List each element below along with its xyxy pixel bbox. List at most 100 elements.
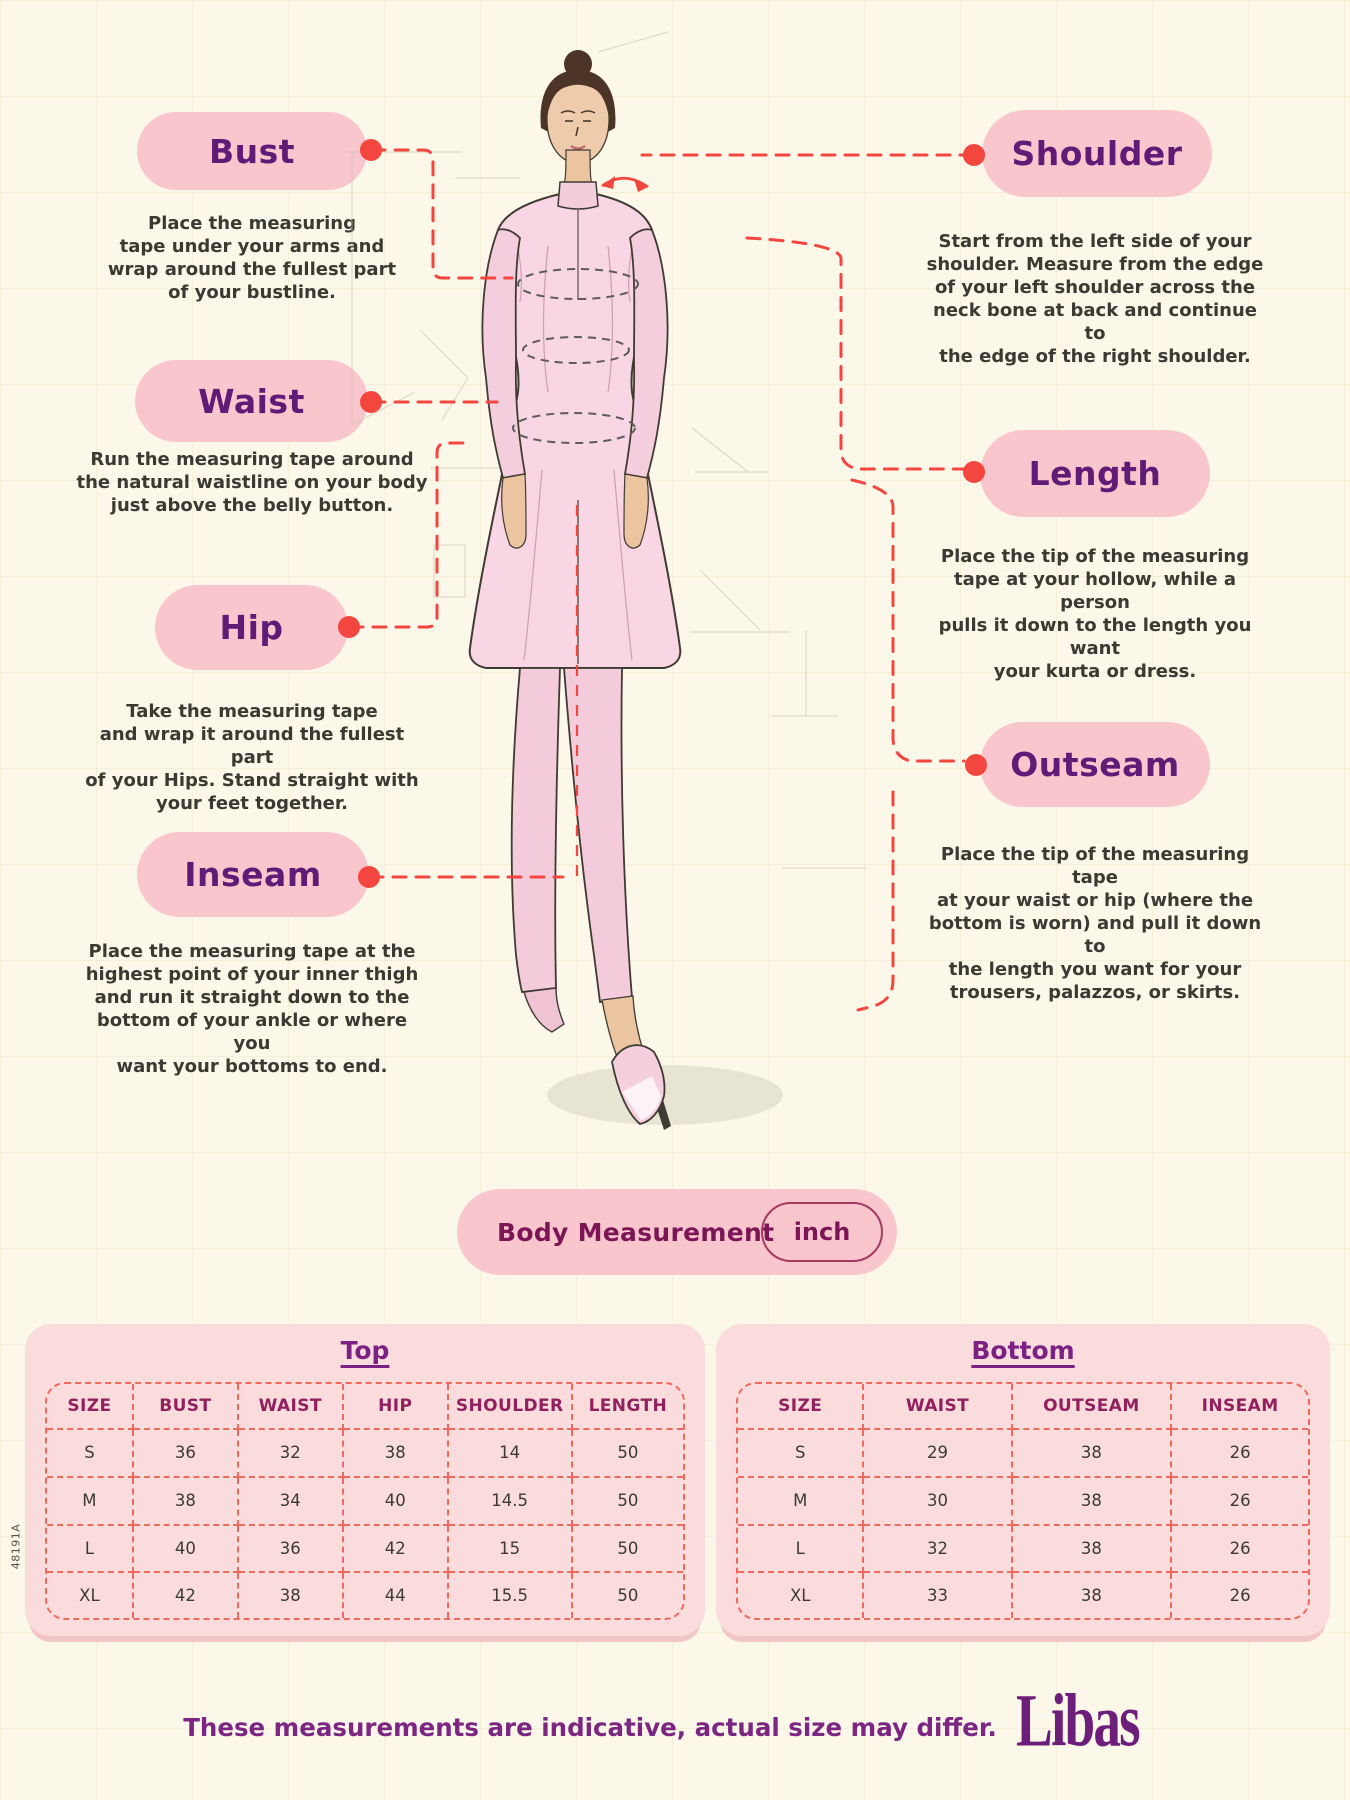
value-cell: S [47, 1428, 134, 1478]
value-cell: 38 [1010, 1475, 1173, 1526]
length-label: Length [1028, 454, 1162, 493]
bust-label: Bust [208, 131, 296, 171]
outseam-pill: Outseam [980, 722, 1210, 807]
header-cell: INSEAM [1170, 1384, 1308, 1430]
value-cell: 42 [341, 1523, 449, 1574]
table-row: XL 42 38 44 15.5 50 [47, 1571, 683, 1618]
value-cell: 36 [131, 1428, 239, 1478]
face-features [560, 110, 596, 137]
value-cell: L [738, 1523, 865, 1574]
value-cell: 33 [862, 1571, 1013, 1618]
top-size-table: SIZE BUST WAIST HIP SHOULDER LENGTH S 36… [47, 1384, 683, 1618]
table-row: L 40 36 42 15 50 [47, 1523, 683, 1574]
header-cell: SHOULDER [446, 1384, 573, 1430]
value-cell: 26 [1170, 1475, 1308, 1526]
value-cell: 36 [236, 1523, 344, 1574]
bottom-size-card: Bottom SIZE WAIST OUTSEAM INSEAM S 29 38… [716, 1324, 1330, 1636]
value-cell: 38 [236, 1571, 344, 1618]
value-cell: 14 [446, 1428, 573, 1478]
guide-lines [348, 148, 975, 1012]
table-row: L 32 38 26 [738, 1523, 1308, 1574]
shoe-toe-cap [622, 1076, 661, 1120]
disclaimer-text: These measurements are indicative, actua… [183, 1713, 997, 1742]
connector-dots [338, 139, 987, 888]
value-cell: 40 [341, 1475, 449, 1526]
document-code: 48191A [9, 1523, 23, 1570]
body-measurement-bar: Body Measurement inch [457, 1189, 897, 1275]
top-table-title: Top [340, 1336, 390, 1365]
hair [540, 70, 616, 134]
header-cell: SIZE [47, 1384, 134, 1430]
table-row: M 38 34 40 14.5 50 [47, 1475, 683, 1526]
inseam-description: Place the measuring tape at the highest … [85, 941, 419, 1077]
value-cell: 50 [570, 1571, 683, 1618]
floor-shadow [547, 1065, 783, 1125]
shoulder-description: Start from the left side of your shoulde… [926, 231, 1264, 367]
bottom-table-frame: SIZE WAIST OUTSEAM INSEAM S 29 38 26 M 3… [736, 1382, 1310, 1620]
value-cell: XL [738, 1571, 865, 1618]
inseam-pill: Inseam [137, 832, 369, 917]
value-cell: 50 [570, 1523, 683, 1574]
hair-front [546, 74, 610, 118]
outseam-label: Outseam [1010, 745, 1180, 784]
hip-description: Take the measuring tape and wrap it arou… [85, 701, 419, 814]
left-hand [501, 473, 527, 549]
value-cell: 50 [570, 1428, 683, 1478]
front-ankle [601, 995, 647, 1069]
table-row: S 36 32 38 14 50 [47, 1428, 683, 1478]
table-header-row: SIZE WAIST OUTSEAM INSEAM [738, 1384, 1308, 1430]
value-cell: M [47, 1475, 134, 1526]
shoe-heel [655, 1100, 671, 1130]
header-cell: OUTSEAM [1010, 1384, 1173, 1430]
value-cell: 38 [341, 1428, 449, 1478]
value-cell: 38 [1010, 1571, 1173, 1618]
neck [558, 149, 598, 197]
value-cell: 32 [862, 1523, 1013, 1574]
shoulder-arrow [601, 176, 649, 192]
unit-toggle-inch[interactable]: inch [761, 1202, 883, 1262]
collar [557, 181, 599, 210]
hip-pill: Hip [155, 585, 348, 670]
inseam-label: Inseam [184, 855, 322, 894]
value-cell: 14.5 [446, 1475, 573, 1526]
right-hand [623, 473, 649, 549]
bottom-table-title: Bottom [971, 1336, 1075, 1365]
shoulder-pill: Shoulder [982, 110, 1212, 197]
front-trouser-leg [563, 667, 633, 1004]
header-cell: WAIST [236, 1384, 344, 1430]
length-description: Place the tip of the measuring tape at y… [938, 546, 1252, 682]
table-row: S 29 38 26 [738, 1428, 1308, 1478]
value-cell: 26 [1170, 1428, 1308, 1478]
value-cell: 38 [131, 1475, 239, 1526]
fashion-figure [468, 50, 682, 1130]
face [546, 77, 610, 165]
value-cell: XL [47, 1571, 134, 1618]
value-cell: 50 [570, 1475, 683, 1526]
left-sleeve [481, 228, 527, 480]
top-table-frame: SIZE BUST WAIST HIP SHOULDER LENGTH S 36… [45, 1382, 685, 1620]
table-row: M 30 38 26 [738, 1475, 1308, 1526]
value-cell: 15 [446, 1523, 573, 1574]
table-row: XL 33 38 26 [738, 1571, 1308, 1618]
value-cell: L [47, 1523, 134, 1574]
length-pill: Length [980, 430, 1210, 517]
value-cell: 26 [1170, 1571, 1308, 1618]
header-cell: BUST [131, 1384, 239, 1430]
value-cell: 38 [1010, 1523, 1173, 1574]
right-sleeve [623, 228, 669, 480]
value-cell: M [738, 1475, 865, 1526]
bust-description: Place the measuring tape under your arms… [107, 213, 397, 303]
lips [570, 144, 586, 150]
back-shoe [523, 987, 565, 1033]
value-cell: 15.5 [446, 1571, 573, 1618]
outseam-description: Place the tip of the measuring tape at y… [928, 844, 1262, 1003]
value-cell: 34 [236, 1475, 344, 1526]
hip-label: Hip [219, 608, 284, 647]
hair-bun [564, 50, 592, 78]
header-cell: LENGTH [570, 1384, 683, 1430]
waist-label: Waist [198, 381, 305, 421]
value-cell: 44 [341, 1571, 449, 1618]
value-cell: 30 [862, 1475, 1013, 1526]
shoulder-label: Shoulder [1011, 134, 1183, 173]
